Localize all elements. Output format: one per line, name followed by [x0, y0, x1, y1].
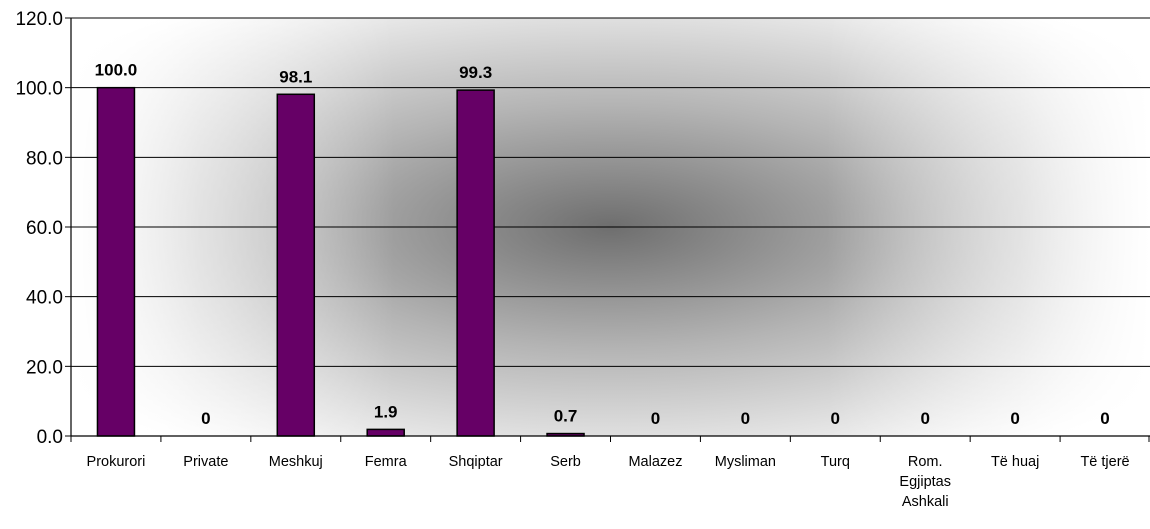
data-label-1: 0 [201, 409, 210, 428]
x-tick-label-1: Private [183, 454, 228, 470]
data-label-7: 0 [741, 409, 750, 428]
bar-3 [366, 428, 405, 437]
bars [96, 86, 585, 437]
x-tick-label-8: Turq [821, 454, 850, 470]
x-tick-label-3: Femra [365, 454, 408, 470]
x-tick-label-line: Të tjerë [1080, 454, 1129, 470]
labels: 0.0 20.0 40.0 60.0 80.0 100.0 120.0 100.0 Prokur… [15, 9, 1129, 510]
data-label-0: 100.0 [95, 61, 138, 80]
x-tick-label-line: Mysliman [715, 454, 776, 470]
x-tick-label-line: Ashkali [902, 494, 949, 510]
data-label-6: 0 [651, 409, 660, 428]
x-tick-label-line: Rom. [908, 454, 943, 470]
y-tick-label: 100.0 [15, 79, 63, 100]
data-label-11: 0 [1100, 409, 1109, 428]
y-tick-label: 0.0 [37, 427, 63, 448]
x-tick-label-line: Private [183, 454, 228, 470]
gridlines [71, 17, 1150, 367]
bar-2 [276, 93, 316, 437]
x-tick-label-line: Egjiptas [899, 474, 951, 490]
y-tick-label: 80.0 [26, 148, 63, 169]
x-tick-label-4: Shqiptar [449, 454, 503, 470]
x-tick-label-5: Serb [550, 454, 581, 470]
x-tick-label-line: Turq [821, 454, 850, 470]
data-label-8: 0 [831, 409, 840, 428]
x-tick-label-line: Meshkuj [269, 454, 323, 470]
x-tick-label-6: Malazez [628, 454, 682, 470]
x-tick-label-2: Meshkuj [269, 454, 323, 470]
x-tick-label-10: Të huaj [991, 454, 1039, 470]
bar-4 [456, 89, 495, 437]
data-label-5: 0.7 [554, 407, 578, 426]
y-tick-label: 120.0 [15, 9, 63, 30]
x-tick-label-9: Rom. Egjiptas Ashkali [899, 454, 951, 510]
data-label-9: 0 [920, 409, 929, 428]
data-label-4: 99.3 [459, 63, 492, 82]
x-tick-label-line: Të huaj [991, 454, 1039, 470]
x-tick-label-line: Serb [550, 454, 581, 470]
data-label-3: 1.9 [374, 402, 398, 421]
y-tick-label: 20.0 [26, 357, 63, 378]
x-tick-label-0: Prokurori [87, 454, 146, 470]
bar-0 [96, 86, 136, 437]
x-tick-label-11: Të tjerë [1080, 454, 1129, 470]
x-tick-label-line: Femra [365, 454, 408, 470]
data-label-10: 0 [1010, 409, 1019, 428]
x-tick-label-line: Prokurori [87, 454, 146, 470]
x-tick-label-7: Mysliman [715, 454, 776, 470]
y-tick-label: 60.0 [26, 218, 63, 239]
data-label-2: 98.1 [279, 67, 312, 86]
x-tick-label-line: Shqiptar [449, 454, 503, 470]
x-tick-label-line: Malazez [628, 454, 682, 470]
y-tick-label: 40.0 [26, 288, 63, 309]
axes [65, 17, 1150, 442]
